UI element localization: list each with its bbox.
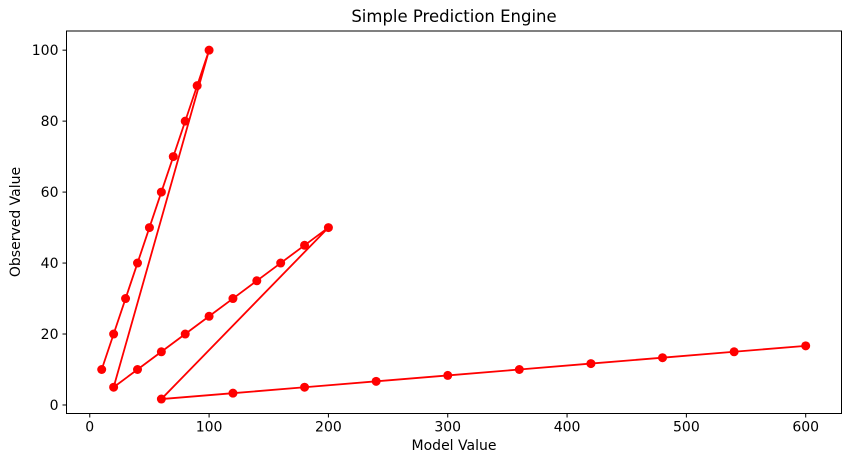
data-point-marker [133, 258, 142, 268]
data-point-marker [180, 116, 190, 126]
data-point-marker [204, 45, 214, 55]
data-point-marker [801, 341, 811, 351]
data-point-marker [180, 329, 190, 339]
data-point-marker [204, 311, 214, 321]
y-tick-label: 80 [41, 114, 59, 130]
data-point-marker [156, 347, 166, 357]
data-point-marker [156, 187, 166, 197]
data-point-marker [276, 258, 286, 268]
data-point-marker [121, 294, 131, 304]
x-tick-label: 300 [434, 420, 461, 436]
y-tick-label: 0 [50, 398, 59, 414]
data-point-marker [228, 294, 238, 304]
data-point-marker [168, 152, 178, 162]
data-point-marker [156, 394, 166, 404]
x-tick-label: 0 [85, 420, 94, 436]
chart-title: Simple Prediction Engine [351, 7, 557, 26]
plot-spines [66, 30, 842, 414]
y-tick-label: 60 [41, 185, 59, 201]
x-axis-label: Model Value [411, 438, 497, 454]
data-point-marker [586, 359, 596, 369]
data-point-marker [192, 81, 202, 91]
y-tick-label: 40 [41, 256, 59, 272]
data-polyline [100, 49, 807, 400]
data-point-marker [97, 365, 107, 374]
y-axis-label: Observed Value [8, 166, 24, 278]
data-point-marker [443, 370, 453, 380]
x-tick-label: 500 [673, 420, 700, 436]
y-tick-label: 20 [41, 327, 59, 343]
x-tick-label: 100 [196, 420, 223, 436]
y-tick-label: 100 [32, 43, 59, 59]
x-tick-label: 200 [315, 420, 342, 436]
data-point-marker [252, 276, 262, 286]
data-point-marker [144, 223, 154, 233]
x-tick-label: 400 [554, 420, 581, 436]
data-point-marker [133, 365, 142, 374]
data-point-marker [109, 382, 119, 392]
data-point-marker [371, 376, 381, 386]
data-point-marker [658, 353, 668, 363]
data-point-marker [514, 365, 524, 374]
data-point-marker [323, 223, 333, 233]
data-point-marker [729, 347, 739, 357]
data-point-marker [109, 329, 119, 339]
data-point-marker [228, 388, 238, 398]
x-tick-label: 600 [792, 420, 819, 436]
data-point-marker [300, 240, 310, 250]
data-point-marker [300, 382, 310, 392]
